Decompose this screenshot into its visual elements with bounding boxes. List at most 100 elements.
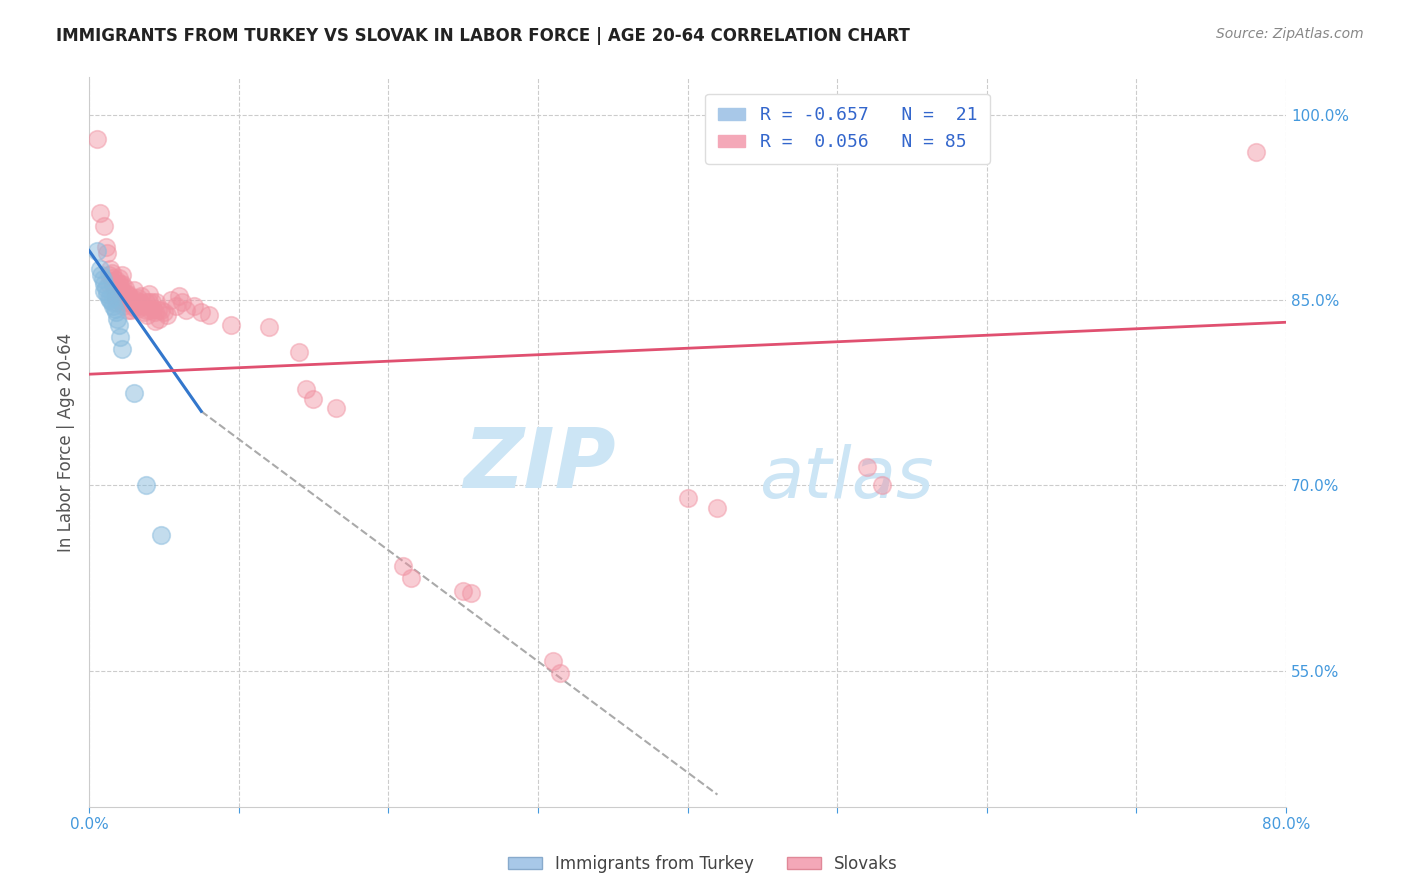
- Point: [98, 293, 121, 307]
- Point: [122, 283, 145, 297]
- Point: [108, 278, 131, 293]
- Text: atlas: atlas: [759, 444, 934, 513]
- Point: [143, 305, 166, 319]
- Point: [143, 314, 166, 328]
- Point: [96, 246, 118, 260]
- Point: [124, 295, 146, 310]
- Point: [115, 295, 138, 310]
- Point: [135, 295, 157, 310]
- Point: [117, 302, 139, 317]
- Point: [105, 305, 128, 319]
- Point: [105, 280, 128, 294]
- Point: [183, 299, 205, 313]
- Point: [257, 320, 280, 334]
- Point: [165, 299, 187, 313]
- Point: [131, 296, 153, 310]
- Point: [135, 478, 157, 492]
- Point: [117, 286, 139, 301]
- Point: [139, 302, 162, 317]
- Y-axis label: In Labor Force | Age 20-64: In Labor Force | Age 20-64: [58, 333, 75, 552]
- Point: [120, 295, 142, 310]
- Point: [706, 500, 728, 515]
- Point: [149, 302, 172, 317]
- Point: [111, 277, 134, 291]
- Point: [122, 301, 145, 315]
- Point: [146, 302, 169, 317]
- Point: [127, 299, 149, 313]
- Legend: Immigrants from Turkey, Slovaks: Immigrants from Turkey, Slovaks: [502, 848, 904, 880]
- Point: [108, 293, 131, 307]
- Point: [101, 278, 124, 293]
- Point: [676, 491, 699, 505]
- Point: [89, 262, 111, 277]
- Point: [122, 385, 145, 400]
- Point: [86, 132, 108, 146]
- Point: [287, 345, 309, 359]
- Point: [131, 289, 153, 303]
- Point: [118, 289, 141, 303]
- Point: [148, 311, 170, 326]
- Point: [93, 285, 115, 299]
- Point: [153, 305, 176, 319]
- Point: [142, 301, 165, 316]
- Point: [105, 289, 128, 303]
- Point: [105, 295, 128, 310]
- Point: [90, 268, 112, 283]
- Point: [114, 289, 136, 303]
- Point: [112, 291, 135, 305]
- Point: [149, 528, 172, 542]
- Point: [103, 301, 125, 316]
- Point: [110, 330, 132, 344]
- Point: [392, 558, 415, 573]
- Text: IMMIGRANTS FROM TURKEY VS SLOVAK IN LABOR FORCE | AGE 20-64 CORRELATION CHART: IMMIGRANTS FROM TURKEY VS SLOVAK IN LABO…: [56, 27, 910, 45]
- Point: [100, 266, 122, 280]
- Point: [167, 289, 190, 303]
- Point: [145, 295, 167, 310]
- Point: [103, 283, 125, 297]
- Point: [91, 272, 114, 286]
- Point: [870, 478, 893, 492]
- Point: [94, 240, 117, 254]
- Point: [197, 308, 219, 322]
- Point: [117, 295, 139, 310]
- Point: [122, 292, 145, 306]
- Point: [129, 295, 152, 310]
- Point: [134, 305, 156, 319]
- Point: [86, 244, 108, 258]
- Point: [190, 305, 212, 319]
- Point: [107, 292, 129, 306]
- Point: [550, 666, 572, 681]
- Point: [136, 308, 159, 322]
- Point: [89, 206, 111, 220]
- Point: [1244, 145, 1267, 159]
- Legend: R = -0.657   N =  21, R =  0.056   N = 85: R = -0.657 N = 21, R = 0.056 N = 85: [706, 94, 990, 164]
- Point: [108, 318, 131, 332]
- Point: [101, 270, 124, 285]
- Point: [96, 286, 118, 301]
- Point: [107, 285, 129, 299]
- Point: [108, 285, 131, 300]
- Point: [105, 273, 128, 287]
- Point: [94, 280, 117, 294]
- Point: [460, 586, 482, 600]
- Point: [451, 583, 474, 598]
- Point: [115, 286, 138, 301]
- Point: [399, 571, 422, 585]
- Point: [176, 302, 198, 317]
- Point: [110, 285, 132, 299]
- Point: [97, 291, 120, 305]
- Point: [170, 295, 193, 310]
- Point: [103, 289, 125, 303]
- Point: [156, 308, 179, 322]
- Point: [132, 299, 155, 313]
- Point: [111, 268, 134, 283]
- Point: [111, 285, 134, 299]
- Point: [138, 295, 160, 310]
- Point: [219, 318, 242, 332]
- Point: [295, 382, 318, 396]
- Point: [138, 286, 160, 301]
- Point: [108, 270, 131, 285]
- Point: [97, 268, 120, 283]
- Point: [856, 459, 879, 474]
- Point: [135, 302, 157, 317]
